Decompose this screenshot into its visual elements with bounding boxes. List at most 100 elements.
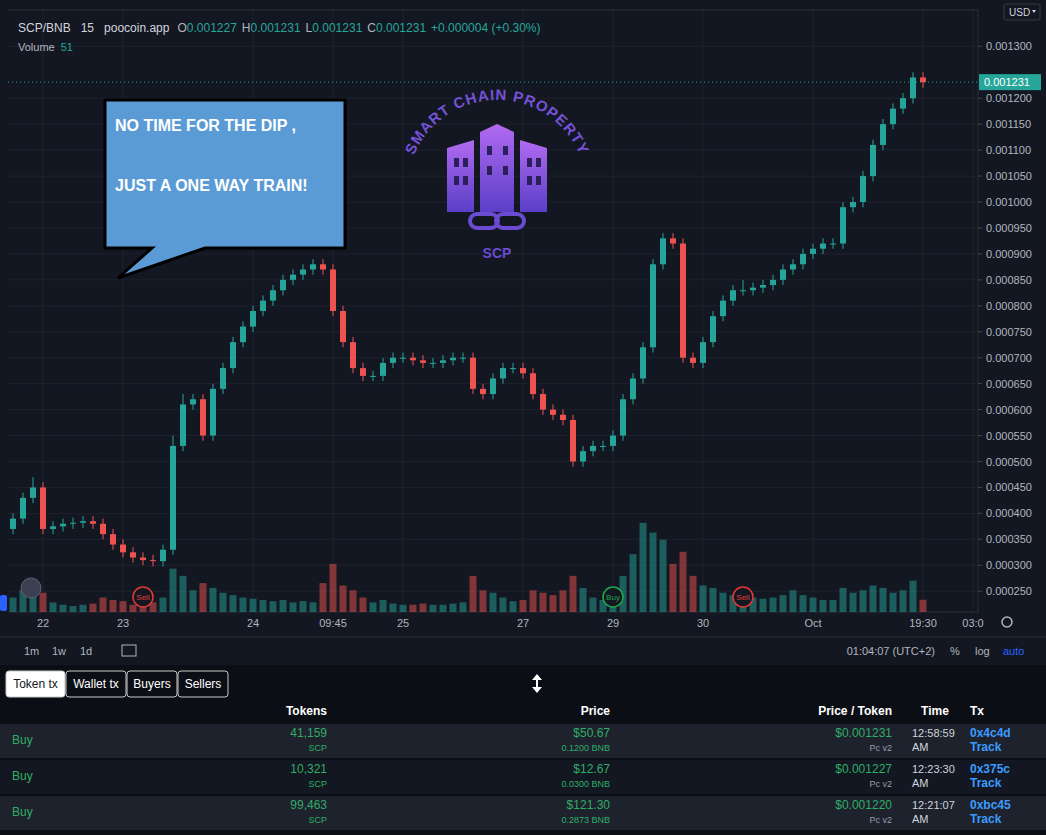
track-link[interactable]: Track — [970, 740, 1002, 754]
candle-body — [320, 264, 326, 269]
track-link[interactable]: Track — [970, 812, 1002, 826]
candle-body — [820, 244, 826, 249]
candle-body — [440, 360, 446, 363]
time: 12:21:07 — [912, 799, 955, 811]
candle-body — [690, 358, 696, 363]
tab-label[interactable]: Buyers — [133, 677, 170, 691]
grid-line — [8, 46, 978, 47]
range-button[interactable]: 1d — [80, 645, 92, 657]
candle-body — [470, 358, 476, 389]
candle-body — [210, 389, 216, 436]
tab[interactable] — [6, 671, 65, 697]
logo-building — [520, 140, 547, 212]
volume-bar — [920, 600, 927, 612]
candle-body — [890, 109, 896, 125]
candle-body — [880, 124, 886, 145]
candle-body — [720, 301, 726, 317]
volume-bar — [210, 588, 217, 612]
signal-badge — [133, 587, 153, 607]
candle-wick — [373, 371, 374, 381]
grid-line — [8, 539, 978, 540]
compare-icon — [122, 645, 136, 656]
volume-value: 51 — [61, 41, 73, 53]
y-tick-label: 0.000450 — [986, 481, 1032, 493]
tab-label[interactable]: Sellers — [185, 677, 222, 691]
volume-bar — [690, 576, 697, 612]
tx-hash[interactable]: 0xbc45 — [970, 798, 1011, 812]
axis-option[interactable]: log — [975, 645, 990, 657]
candle-body — [220, 368, 226, 389]
candle-body — [40, 487, 46, 529]
tick-mark — [978, 591, 982, 592]
candle-body — [910, 77, 916, 98]
candle-body — [610, 436, 616, 446]
candle-body — [560, 415, 566, 420]
volume-bar — [80, 605, 87, 612]
candle-body — [590, 446, 596, 451]
logo-window — [463, 158, 468, 167]
currency: USD — [1009, 7, 1030, 18]
volume-bar — [420, 604, 427, 612]
volume-bar — [380, 600, 387, 612]
tab[interactable] — [66, 671, 126, 697]
axis-option[interactable]: auto — [1003, 645, 1024, 657]
range-button[interactable]: 1w — [52, 645, 66, 657]
candle-body — [140, 558, 146, 561]
candle-body — [510, 368, 516, 369]
candle-body — [200, 399, 206, 435]
candle-body — [380, 363, 386, 376]
candle-body — [580, 451, 586, 461]
token-price: $0.001220 — [835, 798, 892, 812]
candle-body — [110, 534, 116, 544]
volume-bar — [10, 598, 17, 612]
logo-window — [536, 176, 541, 185]
tx-hash[interactable]: 0x4c4d — [970, 726, 1011, 740]
price-label: 0.001231 — [984, 76, 1030, 88]
table-row — [0, 724, 1046, 758]
volume-bar — [360, 598, 367, 612]
tick-mark — [978, 253, 982, 254]
tick-mark — [978, 487, 982, 488]
y-tick-label: 0.001150 — [986, 118, 1031, 130]
volume-bar — [590, 598, 597, 612]
tx-hash[interactable]: 0x375c — [970, 762, 1010, 776]
volume-bar — [770, 598, 777, 612]
volume-bar — [290, 602, 297, 612]
candle-body — [830, 244, 836, 245]
candle-body — [400, 358, 406, 359]
x-tick-label: 30 — [697, 617, 709, 629]
grid-line — [813, 10, 814, 612]
pool: Pc v2 — [869, 779, 892, 789]
candle-wick — [513, 363, 514, 373]
candle-body — [290, 275, 296, 280]
grid-line — [8, 357, 978, 358]
y-tick-label: 0.001000 — [986, 196, 1032, 208]
logo-window — [463, 176, 468, 185]
pool: Pc v2 — [869, 743, 892, 753]
volume-bar — [860, 590, 867, 612]
volume-bar — [670, 564, 677, 612]
candle-body — [20, 498, 26, 519]
tab-label[interactable]: Wallet tx — [73, 677, 119, 691]
volume-bar — [820, 600, 827, 612]
tab[interactable] — [127, 671, 177, 697]
y-tick-label: 0.001050 — [986, 170, 1032, 182]
token-symbol: SCP — [308, 779, 327, 789]
track-link[interactable]: Track — [970, 776, 1002, 790]
volume-bar — [440, 605, 447, 612]
axis-option[interactable]: % — [950, 645, 960, 657]
tick-mark — [978, 565, 982, 566]
range-button[interactable]: 1m — [24, 645, 39, 657]
tab[interactable] — [178, 671, 228, 697]
volume-bar — [560, 590, 567, 612]
candle-body — [340, 311, 346, 342]
volume-bar — [810, 598, 817, 612]
tab-label[interactable]: Token tx — [13, 677, 58, 691]
clock: 01:04:07 (UTC+2) — [847, 645, 935, 657]
candle-body — [860, 176, 866, 202]
volume-bar — [790, 590, 797, 612]
chart-background — [0, 0, 1046, 665]
x-tick-label: 09:45 — [319, 617, 347, 629]
volume-bar — [220, 593, 227, 612]
volume-bar — [160, 598, 167, 612]
